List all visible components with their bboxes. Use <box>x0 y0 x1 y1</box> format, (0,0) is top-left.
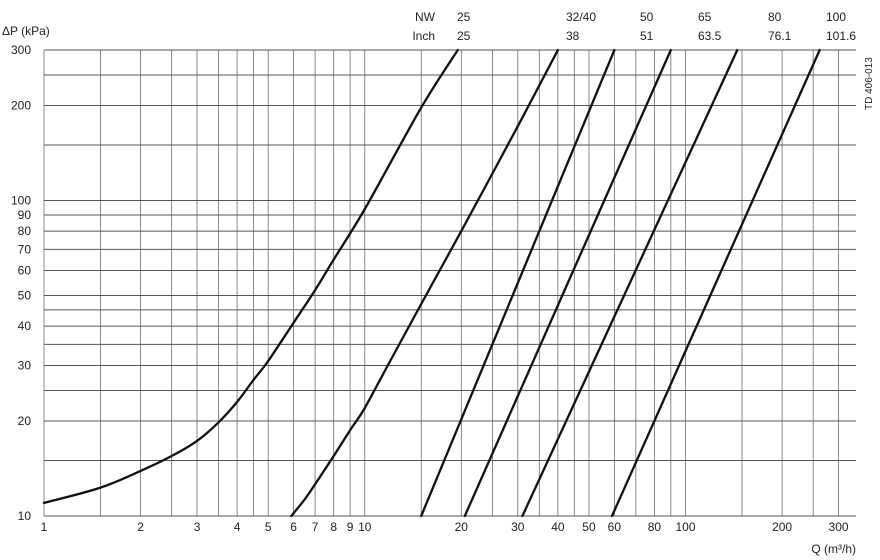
grid <box>43 49 856 517</box>
x-tick-label: 50 <box>582 520 596 534</box>
tick-labels: 1 2 3 4 5 6 7 8 9 10 20 30 40 50 60 80 100 200 300 10 20 30 40… <box>11 43 849 534</box>
y-tick-label: 50 <box>18 288 32 302</box>
inch-size-label: 63.5 <box>698 29 722 43</box>
nominal-size-header: 25 32/40 50 65 80 100 25 38 51 63.5 76.1 101.6 <box>457 10 856 43</box>
document-code: TD 406-013 <box>864 57 875 110</box>
x-tick-label: 5 <box>265 520 272 534</box>
inch-size-label: 101.6 <box>826 29 856 43</box>
x-tick-label: 200 <box>772 520 792 534</box>
y-tick-label: 10 <box>18 509 32 523</box>
x-tick-label: 20 <box>455 520 469 534</box>
header-nw-label: NW <box>415 10 436 24</box>
nw-size-label: 80 <box>768 10 782 24</box>
nw-size-label: 100 <box>826 10 846 24</box>
inch-size-label: 25 <box>457 29 471 43</box>
x-tick-label: 80 <box>648 520 662 534</box>
x-tick-label: 40 <box>551 520 565 534</box>
x-tick-label: 1 <box>41 520 48 534</box>
pressure-curve-2 <box>290 48 560 518</box>
curves <box>42 48 821 518</box>
x-tick-label: 2 <box>137 520 144 534</box>
x-tick-label: 8 <box>330 520 337 534</box>
nw-size-label: 65 <box>698 10 712 24</box>
y-tick-label: 100 <box>11 194 31 208</box>
inch-size-label: 51 <box>640 29 654 43</box>
x-tick-label: 60 <box>608 520 622 534</box>
x-tick-label: 300 <box>829 520 849 534</box>
nw-size-label: 50 <box>640 10 654 24</box>
x-axis-label: Q (m³/h) <box>811 542 856 556</box>
nw-size-label: 32/40 <box>566 10 596 24</box>
x-tick-label: 3 <box>194 520 201 534</box>
y-tick-label: 40 <box>18 319 32 333</box>
x-tick-label: 100 <box>676 520 696 534</box>
pressure-curve-4 <box>463 48 672 518</box>
y-tick-label: 90 <box>18 208 32 222</box>
y-tick-label: 200 <box>11 99 31 113</box>
y-axis-label: ΔP (kPa) <box>2 24 50 38</box>
y-tick-label: 60 <box>18 264 32 278</box>
pressure-curve-5 <box>521 48 739 518</box>
header-inch-label: Inch <box>412 29 435 43</box>
x-tick-label: 7 <box>312 520 319 534</box>
x-tick-label: 4 <box>234 520 241 534</box>
y-tick-label: 30 <box>18 358 32 372</box>
pressure-curve-6 <box>610 48 821 518</box>
y-tick-label: 20 <box>18 414 32 428</box>
y-tick-label: 70 <box>18 242 32 256</box>
y-tick-label: 300 <box>11 43 31 57</box>
x-tick-label: 30 <box>511 520 525 534</box>
pressure-curve-1 <box>42 48 459 505</box>
inch-size-label: 76.1 <box>768 29 792 43</box>
pressure-curve-3 <box>420 48 616 518</box>
x-tick-label: 6 <box>290 520 297 534</box>
x-tick-label: 10 <box>358 520 372 534</box>
nw-size-label: 25 <box>457 10 471 24</box>
inch-size-label: 38 <box>566 29 580 43</box>
x-tick-label: 9 <box>347 520 354 534</box>
y-tick-label: 80 <box>18 224 32 238</box>
